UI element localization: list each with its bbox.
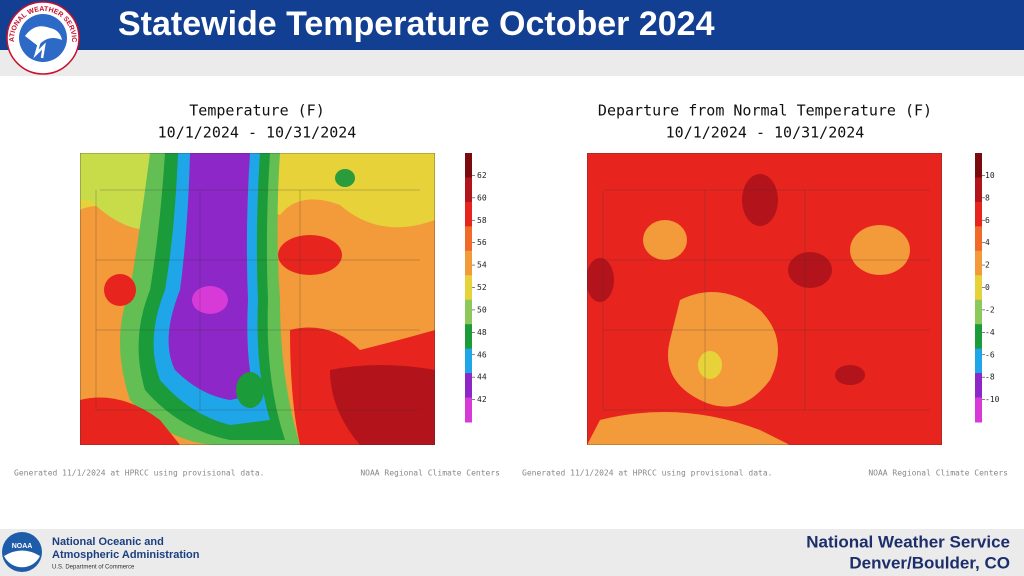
credit-note: NOAA Regional Climate Centers xyxy=(868,469,1008,478)
legend-swatch xyxy=(465,299,472,325)
legend-label: -10 xyxy=(985,395,1000,404)
footer-bar xyxy=(0,529,1024,576)
temperature-map xyxy=(80,153,435,445)
legend-swatch xyxy=(465,250,472,276)
noaa-name: Atmospheric Administration xyxy=(52,549,200,561)
legend-label: 56 xyxy=(477,238,487,247)
map-dates: 10/1/2024 - 10/31/2024 xyxy=(666,124,865,142)
legend-swatch xyxy=(975,250,982,276)
legend-swatch xyxy=(975,397,982,423)
legend-label: 60 xyxy=(477,193,487,202)
legend-label: 62 xyxy=(477,171,487,180)
noaa-dept: U.S. Department of Commerce xyxy=(52,565,135,571)
legend-swatch xyxy=(975,324,982,350)
header-strip xyxy=(0,50,1024,76)
legend-swatch xyxy=(975,299,982,325)
office-name: Denver/Boulder, CO xyxy=(849,553,1010,572)
legend-label: 52 xyxy=(477,283,487,292)
legend-swatch xyxy=(465,275,472,301)
legend-swatch xyxy=(975,177,982,203)
map-dates: 10/1/2024 - 10/31/2024 xyxy=(158,124,357,142)
nws-name: National Weather Service xyxy=(806,532,1010,551)
legend-label: 54 xyxy=(477,261,487,270)
departure-map xyxy=(587,153,942,445)
legend-label: -2 xyxy=(985,305,995,314)
legend-swatch xyxy=(975,348,982,374)
legend-swatch xyxy=(975,153,982,178)
legend-label: 0 xyxy=(985,283,990,292)
legend-label: 6 xyxy=(985,216,990,225)
legend-swatch xyxy=(975,275,982,301)
legend-label: 4 xyxy=(985,238,990,247)
legend-label: 10 xyxy=(985,171,995,180)
generated-note: Generated 11/1/2024 at HPRCC using provi… xyxy=(14,469,264,478)
map-title: Temperature (F) xyxy=(189,102,324,120)
noaa-name: National Oceanic and xyxy=(52,536,164,548)
noaa-logo: NOAA xyxy=(2,532,42,572)
legend-swatch xyxy=(465,177,472,203)
legend-label: -8 xyxy=(985,373,995,382)
legend-label: 50 xyxy=(477,305,487,314)
legend-label: 58 xyxy=(477,216,487,225)
legend-label: 44 xyxy=(477,373,487,382)
legend-swatch xyxy=(465,324,472,350)
generated-note: Generated 11/1/2024 at HPRCC using provi… xyxy=(522,469,772,478)
legend-swatch xyxy=(465,226,472,252)
map-title: Departure from Normal Temperature (F) xyxy=(598,102,932,120)
legend-label: 2 xyxy=(985,261,990,270)
legend-swatch xyxy=(465,397,472,423)
legend-label: -6 xyxy=(985,350,995,359)
legend-swatch xyxy=(975,201,982,227)
legend-label: 8 xyxy=(985,193,990,202)
slide-title: Statewide Temperature October 2024 xyxy=(118,5,715,43)
legend-swatch xyxy=(465,348,472,374)
legend-label: 46 xyxy=(477,350,487,359)
legend-label: 42 xyxy=(477,395,487,404)
header-bar xyxy=(0,0,1024,50)
noaa-logo-text: NOAA xyxy=(12,543,33,550)
legend-swatch xyxy=(465,201,472,227)
credit-note: NOAA Regional Climate Centers xyxy=(360,469,500,478)
legend-swatch xyxy=(975,373,982,399)
legend-swatch xyxy=(465,373,472,399)
legend-swatch xyxy=(465,153,472,178)
legend-label: 48 xyxy=(477,328,487,337)
legend-swatch xyxy=(975,226,982,252)
legend-label: -4 xyxy=(985,328,995,337)
